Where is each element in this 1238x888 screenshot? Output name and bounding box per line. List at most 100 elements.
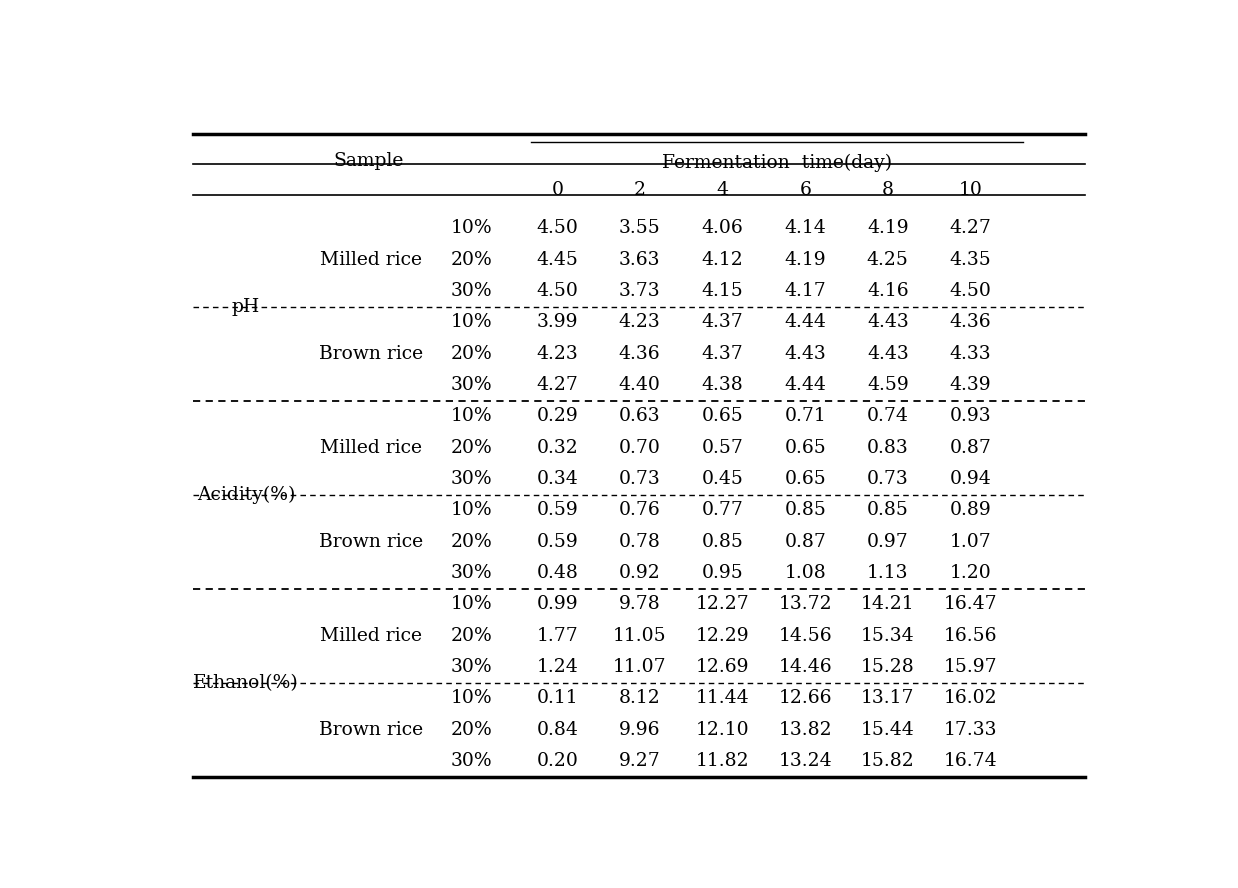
Text: 0.85: 0.85 [702, 533, 744, 551]
Text: 10%: 10% [451, 313, 493, 331]
Text: 0.95: 0.95 [702, 564, 744, 582]
Text: 1.08: 1.08 [785, 564, 826, 582]
Text: 0.77: 0.77 [702, 501, 744, 519]
Text: 4.27: 4.27 [950, 219, 992, 237]
Text: Brown rice: Brown rice [318, 721, 422, 739]
Text: 4.43: 4.43 [867, 313, 909, 331]
Text: 0.65: 0.65 [785, 470, 826, 488]
Text: Milled rice: Milled rice [319, 439, 422, 456]
Text: 14.56: 14.56 [779, 627, 832, 645]
Text: Fermentation  time(day): Fermentation time(day) [662, 154, 893, 171]
Text: 15.28: 15.28 [860, 658, 915, 676]
Text: 0.94: 0.94 [950, 470, 992, 488]
Text: 4.59: 4.59 [867, 376, 909, 394]
Text: 0.78: 0.78 [618, 533, 660, 551]
Text: 4.50: 4.50 [537, 219, 578, 237]
Text: 4.35: 4.35 [950, 250, 992, 268]
Text: 30%: 30% [451, 658, 493, 676]
Text: 0.84: 0.84 [537, 721, 578, 739]
Text: 0.76: 0.76 [619, 501, 660, 519]
Text: 0.59: 0.59 [537, 501, 578, 519]
Text: 0.87: 0.87 [785, 533, 826, 551]
Text: 0.83: 0.83 [867, 439, 909, 456]
Text: 13.24: 13.24 [779, 752, 832, 770]
Text: pH: pH [232, 297, 260, 315]
Text: 0.32: 0.32 [537, 439, 578, 456]
Text: 0.89: 0.89 [950, 501, 992, 519]
Text: 10%: 10% [451, 219, 493, 237]
Text: 0.29: 0.29 [537, 408, 578, 425]
Text: 14.21: 14.21 [860, 595, 915, 614]
Text: 30%: 30% [451, 281, 493, 300]
Text: 1.24: 1.24 [537, 658, 578, 676]
Text: 10: 10 [958, 181, 982, 199]
Text: 0.73: 0.73 [619, 470, 660, 488]
Text: 10%: 10% [451, 595, 493, 614]
Text: 4.19: 4.19 [867, 219, 909, 237]
Text: 0.63: 0.63 [619, 408, 660, 425]
Text: 11.05: 11.05 [613, 627, 666, 645]
Text: Milled rice: Milled rice [319, 627, 422, 645]
Text: 4.23: 4.23 [619, 313, 660, 331]
Text: 11.07: 11.07 [613, 658, 666, 676]
Text: 9.27: 9.27 [619, 752, 660, 770]
Text: 0.34: 0.34 [537, 470, 578, 488]
Text: 0.74: 0.74 [867, 408, 909, 425]
Text: 0.97: 0.97 [867, 533, 909, 551]
Text: 16.02: 16.02 [943, 689, 997, 708]
Text: 16.47: 16.47 [943, 595, 997, 614]
Text: 3.99: 3.99 [537, 313, 578, 331]
Text: 0.85: 0.85 [867, 501, 909, 519]
Text: 9.96: 9.96 [619, 721, 660, 739]
Text: 4: 4 [717, 181, 729, 199]
Text: 20%: 20% [451, 721, 493, 739]
Text: 0.73: 0.73 [867, 470, 909, 488]
Text: 0.48: 0.48 [537, 564, 578, 582]
Text: 4.50: 4.50 [950, 281, 992, 300]
Text: 15.34: 15.34 [860, 627, 915, 645]
Text: 3.73: 3.73 [619, 281, 660, 300]
Text: 0.70: 0.70 [618, 439, 660, 456]
Text: 30%: 30% [451, 470, 493, 488]
Text: 4.33: 4.33 [950, 345, 992, 362]
Text: 4.25: 4.25 [867, 250, 909, 268]
Text: 4.40: 4.40 [618, 376, 660, 394]
Text: 4.12: 4.12 [702, 250, 744, 268]
Text: 0.20: 0.20 [537, 752, 578, 770]
Text: 12.66: 12.66 [779, 689, 832, 708]
Text: 15.97: 15.97 [943, 658, 997, 676]
Text: 1.13: 1.13 [867, 564, 909, 582]
Text: 4.36: 4.36 [619, 345, 660, 362]
Text: 4.39: 4.39 [950, 376, 992, 394]
Text: 0.93: 0.93 [950, 408, 992, 425]
Text: 4.17: 4.17 [785, 281, 826, 300]
Text: 14.46: 14.46 [779, 658, 832, 676]
Text: 13.17: 13.17 [860, 689, 915, 708]
Text: Brown rice: Brown rice [318, 533, 422, 551]
Text: 10%: 10% [451, 689, 493, 708]
Text: 0.71: 0.71 [785, 408, 826, 425]
Text: 4.44: 4.44 [785, 313, 826, 331]
Text: 30%: 30% [451, 376, 493, 394]
Text: 20%: 20% [451, 250, 493, 268]
Text: 4.44: 4.44 [785, 376, 826, 394]
Text: 4.23: 4.23 [537, 345, 578, 362]
Text: 1.20: 1.20 [950, 564, 992, 582]
Text: 4.36: 4.36 [950, 313, 992, 331]
Text: 4.15: 4.15 [702, 281, 744, 300]
Text: 4.43: 4.43 [867, 345, 909, 362]
Text: 4.43: 4.43 [785, 345, 826, 362]
Text: 4.16: 4.16 [867, 281, 909, 300]
Text: 16.74: 16.74 [943, 752, 997, 770]
Text: Ethanol(%): Ethanol(%) [193, 674, 298, 692]
Text: 4.06: 4.06 [702, 219, 744, 237]
Text: 0.99: 0.99 [537, 595, 578, 614]
Text: 0.92: 0.92 [619, 564, 660, 582]
Text: 10%: 10% [451, 501, 493, 519]
Text: 12.27: 12.27 [696, 595, 750, 614]
Text: 4.37: 4.37 [702, 313, 744, 331]
Text: 0.11: 0.11 [537, 689, 578, 708]
Text: 0.57: 0.57 [702, 439, 744, 456]
Text: 6: 6 [800, 181, 811, 199]
Text: 0.45: 0.45 [702, 470, 744, 488]
